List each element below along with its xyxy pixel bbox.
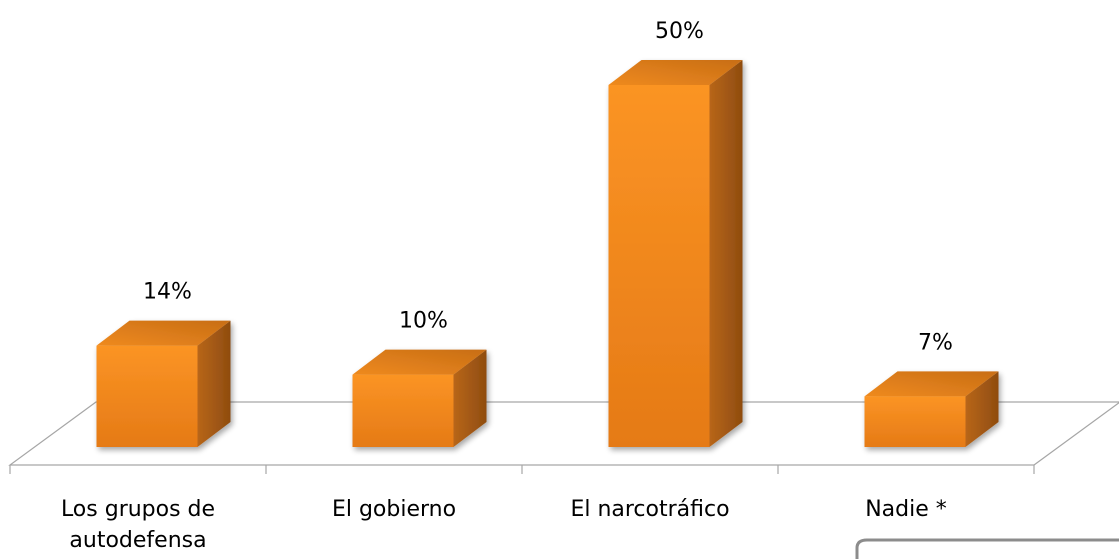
- bar: [96, 320, 231, 447]
- bar-side: [453, 349, 487, 447]
- bar: [352, 349, 487, 447]
- category-label-line: El narcotráfico: [570, 497, 729, 522]
- bar-top: [608, 60, 743, 85]
- category-label-line: autodefensa: [69, 528, 206, 553]
- bar-top: [864, 371, 999, 397]
- bar-front: [352, 374, 454, 447]
- bar-front: [608, 85, 710, 447]
- data-label: 10%: [399, 309, 448, 334]
- category-label: El gobierno: [332, 497, 456, 522]
- bar: [864, 371, 999, 447]
- bar-side: [197, 320, 231, 447]
- bar: [608, 60, 743, 447]
- category-label-line: El gobierno: [332, 497, 456, 522]
- bars-group: [96, 60, 999, 447]
- category-label-line: Los grupos de: [61, 497, 215, 522]
- bar-front: [864, 396, 966, 447]
- category-label: El narcotráfico: [570, 497, 729, 522]
- data-label: 7%: [918, 330, 953, 355]
- corner-frame: [855, 538, 1119, 559]
- bar-top: [352, 349, 487, 375]
- bar-side: [965, 371, 999, 447]
- category-label: Nadie *: [865, 497, 947, 522]
- data-label: 50%: [655, 19, 704, 44]
- floor-plane: [8, 401, 1119, 466]
- category-labels: Los grupos de autodefensa El gobierno El na…: [61, 497, 947, 553]
- chart-floor: [8, 401, 1119, 474]
- value-labels: 14% 10% 50% 7%: [143, 19, 953, 355]
- corner-decoration: [855, 538, 1119, 559]
- bar-side: [709, 60, 743, 447]
- bar-top: [96, 320, 231, 346]
- category-label-line: Nadie *: [865, 497, 947, 522]
- data-label: 14%: [143, 280, 192, 305]
- bar-front: [96, 345, 198, 447]
- category-label: Los grupos de autodefensa: [61, 497, 215, 553]
